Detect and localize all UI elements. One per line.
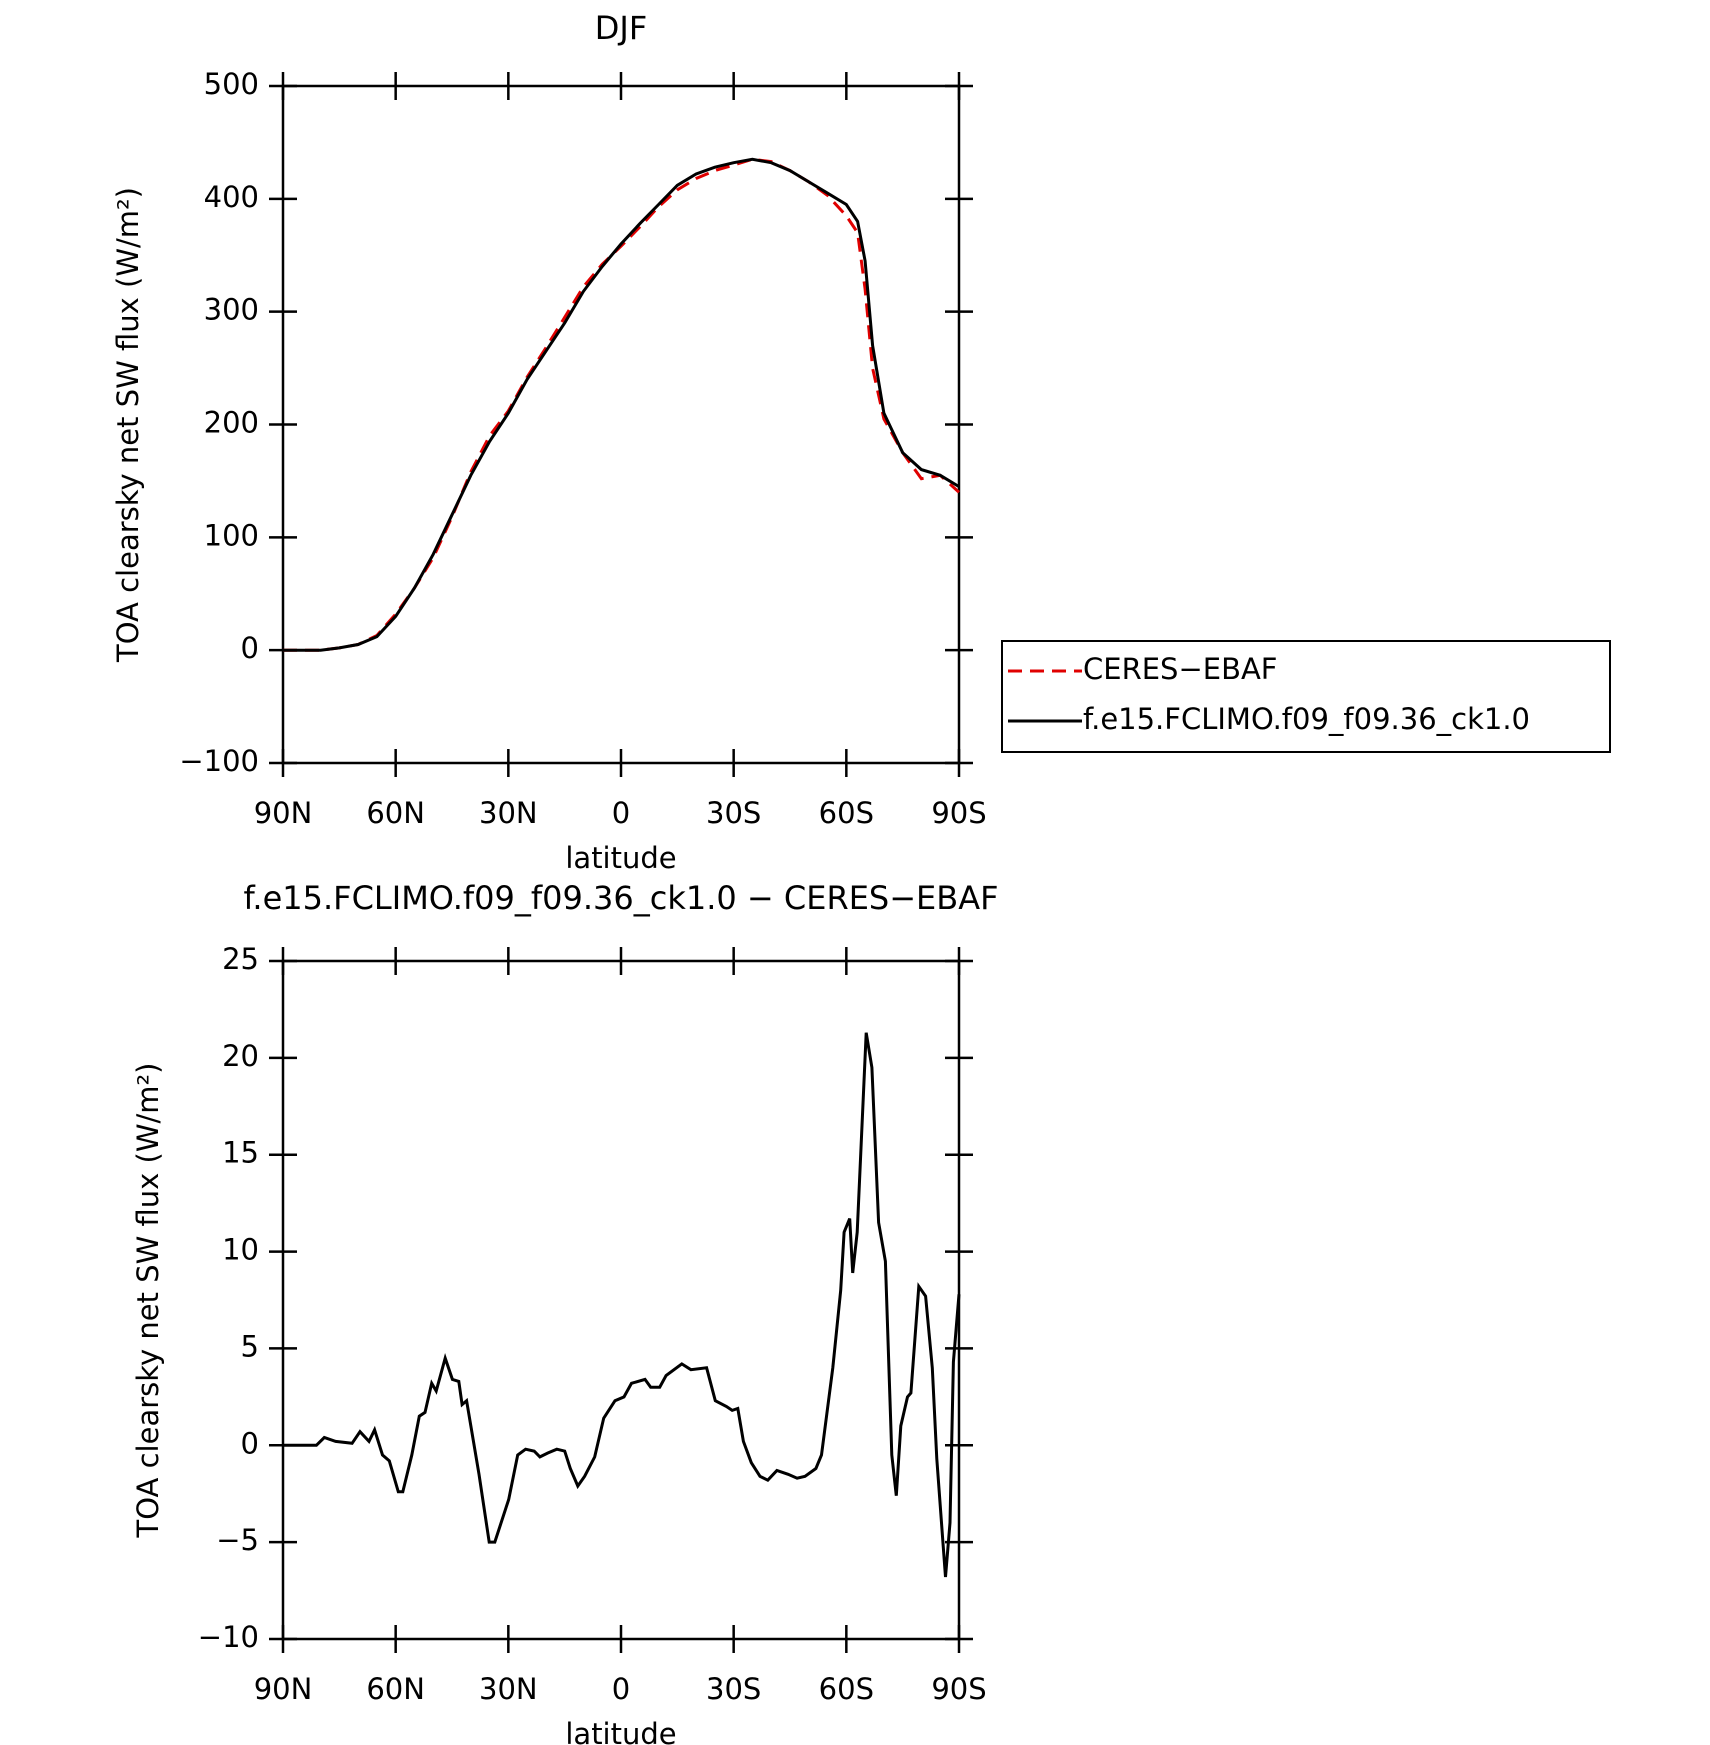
x-tick-label: 0: [612, 1672, 630, 1706]
plot-frame: [281, 84, 961, 765]
x-tick-label: 90S: [931, 1672, 986, 1706]
series-line: [283, 157, 960, 652]
y-tick-label: −10: [198, 1620, 259, 1654]
legend-label: CERES−EBAF: [1083, 652, 1278, 686]
chart-title: DJF: [595, 9, 647, 47]
y-tick-label: 100: [204, 518, 259, 552]
x-tick-label: 0: [612, 796, 630, 830]
series-line: [283, 1032, 961, 1578]
plot: DJF latitude TOA clearsky net SW flux (W/m…: [111, 9, 1611, 875]
y-tick-label: 400: [204, 180, 259, 214]
y-tick-label: 500: [204, 67, 259, 101]
x-tick-label: 90N: [254, 796, 313, 830]
x-tick-label: 60S: [819, 1672, 874, 1706]
x-tick-label: 60S: [819, 796, 874, 830]
y-tick-label: 10: [222, 1233, 259, 1267]
y-tick-label: 15: [222, 1136, 259, 1170]
y-tick-label: 0: [241, 631, 259, 665]
y-tick-label: 300: [204, 293, 259, 327]
x-tick-label: 90N: [254, 1672, 313, 1706]
y-tick-label: −5: [216, 1523, 259, 1557]
x-tick-label: 90S: [931, 796, 986, 830]
x-tick-label: 60N: [366, 796, 425, 830]
y-axis-label: TOA clearsky net SW flux (W/m²): [131, 1063, 165, 1539]
legend-box: [1001, 640, 1611, 753]
legend-label: f.e15.FCLIMO.f09_f09.36_ck1.0: [1083, 702, 1530, 736]
y-tick-label: 25: [222, 942, 259, 976]
x-tick-label: 30S: [706, 796, 761, 830]
x-tick-label: 30S: [706, 1672, 761, 1706]
y-tick-label: 20: [222, 1039, 259, 1073]
chart-title: f.e15.FCLIMO.f09_f09.36_ck1.0 − CERES−EB…: [243, 879, 998, 917]
y-axis-label: TOA clearsky net SW flux (W/m²): [111, 187, 145, 663]
y-tick-label: −100: [179, 744, 259, 778]
x-tick-label: 30N: [479, 796, 538, 830]
x-tick-label: 30N: [479, 1672, 538, 1706]
y-tick-label: 0: [241, 1426, 259, 1460]
plot: f.e15.FCLIMO.f09_f09.36_ck1.0 − CERES−EB…: [131, 879, 999, 1745]
x-axis-label: latitude: [565, 841, 676, 875]
x-tick-label: 60N: [366, 1672, 425, 1706]
series-line: [283, 157, 961, 652]
y-tick-label: 200: [204, 406, 259, 440]
plot-frame: [281, 959, 961, 1641]
x-axis-label: latitude: [565, 1717, 676, 1745]
y-tick-label: 5: [241, 1329, 259, 1363]
